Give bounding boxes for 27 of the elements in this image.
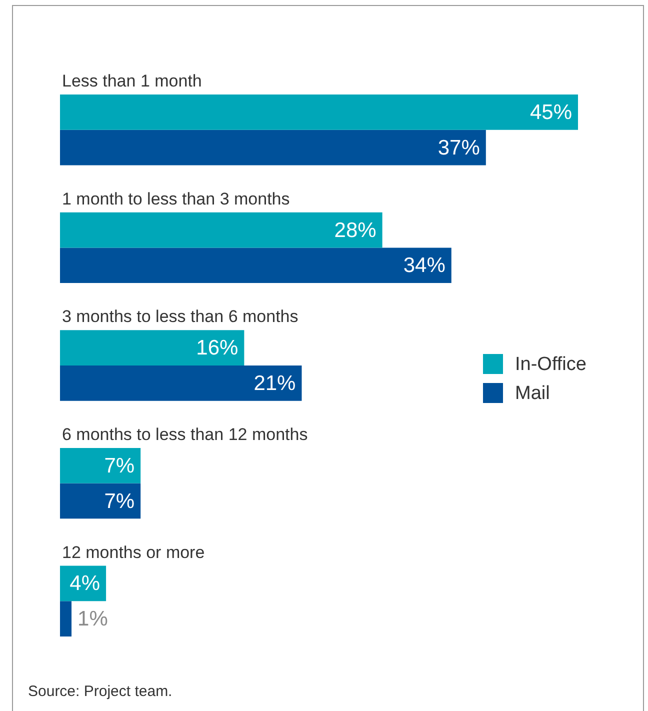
data-label: 1%: [78, 608, 108, 631]
bar: [60, 212, 382, 248]
legend-label: Mail: [515, 383, 550, 404]
data-label: 4%: [70, 572, 100, 596]
data-label: 16%: [196, 336, 238, 360]
bar: [60, 601, 72, 636]
bar: [60, 366, 302, 401]
data-label: 28%: [334, 218, 376, 242]
y-tick-label: 3 months to less than 6 months: [62, 307, 298, 326]
data-label: 34%: [403, 254, 446, 278]
y-tick-label: 1 month to less than 3 months: [62, 189, 290, 208]
data-label: 37%: [438, 136, 480, 160]
bar: [60, 483, 141, 519]
bar: [60, 94, 578, 130]
y-tick-label: 12 months or more: [62, 542, 205, 562]
bar: [60, 130, 486, 166]
data-label: 7%: [104, 490, 135, 513]
bar: [60, 248, 452, 284]
y-tick-label: Less than 1 month: [62, 72, 202, 91]
data-label: 45%: [530, 101, 572, 124]
source-note: Source: Project team.: [28, 683, 172, 700]
legend-label: In-Office: [515, 354, 586, 376]
y-tick-label: 6 months to less than 12 months: [62, 424, 308, 444]
bar: [60, 448, 141, 484]
bar: [60, 330, 244, 366]
data-label: 7%: [104, 454, 135, 478]
data-label: 21%: [254, 372, 296, 395]
